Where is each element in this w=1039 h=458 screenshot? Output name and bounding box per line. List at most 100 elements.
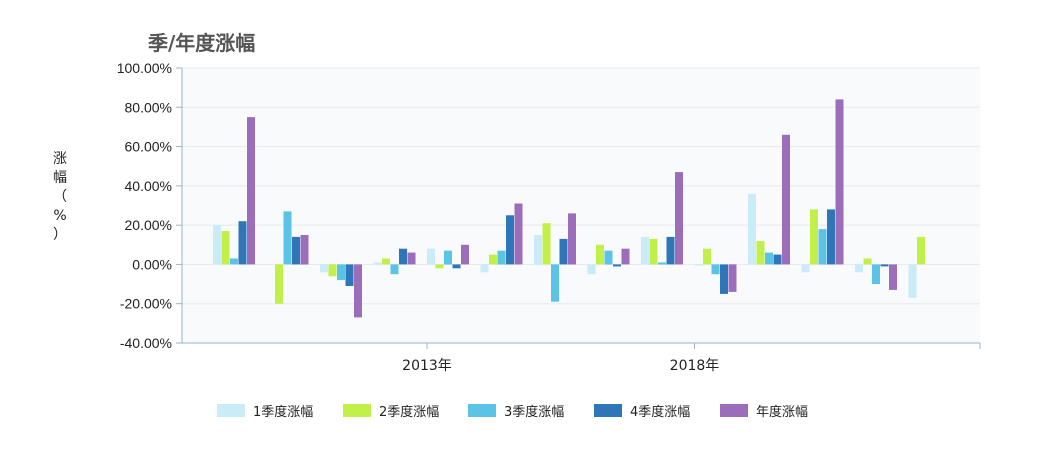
bar xyxy=(283,211,292,265)
bar xyxy=(320,264,328,273)
y-tick-label: 40.00% xyxy=(125,178,172,194)
x-tick-label: 2013年 xyxy=(402,358,452,374)
bar xyxy=(497,250,506,265)
bar xyxy=(542,223,551,265)
legend-label: 4季度涨幅 xyxy=(630,404,690,420)
legend-swatch xyxy=(594,404,622,417)
bar xyxy=(345,264,354,286)
bar xyxy=(889,264,897,290)
bar xyxy=(534,235,542,265)
legend-item[interactable]: 2季度涨幅 xyxy=(343,404,439,420)
y-tick-label: 0.00% xyxy=(132,256,172,272)
y-tick-label: 80.00% xyxy=(125,99,172,115)
y-axis-label-char: 涨 xyxy=(53,151,67,167)
bar xyxy=(230,258,238,265)
legend-swatch xyxy=(343,404,371,417)
bar xyxy=(480,264,489,273)
bar xyxy=(427,248,435,265)
bar xyxy=(551,264,559,302)
bar xyxy=(613,264,621,267)
bar xyxy=(782,134,790,265)
bar xyxy=(506,215,514,265)
bar xyxy=(675,172,683,265)
legend[interactable]: 1季度涨幅 2季度涨幅 3季度涨幅 4季度涨幅 年度涨幅 xyxy=(217,404,808,420)
y-axis-label-char: ） xyxy=(53,227,67,243)
bar xyxy=(461,244,469,265)
bar xyxy=(863,258,872,265)
bar xyxy=(275,264,283,304)
bar xyxy=(444,250,452,265)
bar xyxy=(801,264,810,273)
bar xyxy=(773,254,782,265)
bar xyxy=(238,221,247,265)
y-tick-label: -40.00% xyxy=(120,335,172,351)
bar xyxy=(328,264,337,277)
bars xyxy=(213,99,925,318)
bar xyxy=(703,248,711,265)
bar xyxy=(373,262,382,265)
bar xyxy=(596,244,604,265)
y-axis-label-char: （ xyxy=(53,189,67,205)
bar xyxy=(872,264,880,284)
y-axis-ticks: 100.00% 80.00% 60.00% 40.00% 20.00% 0.00% -20.… xyxy=(117,60,182,351)
legend-swatch xyxy=(720,404,748,417)
bar xyxy=(649,238,658,265)
bar xyxy=(382,258,390,265)
y-axis-label: 涨幅 （% ） xyxy=(53,151,67,243)
bar xyxy=(917,236,925,265)
bar xyxy=(658,262,666,265)
y-axis-label-char: 幅 xyxy=(53,170,67,186)
bar xyxy=(568,213,576,265)
legend-item[interactable]: 1季度涨幅 xyxy=(217,404,313,420)
bar xyxy=(908,264,917,298)
bar xyxy=(514,203,523,265)
bar xyxy=(292,236,300,265)
legend-label: 2季度涨幅 xyxy=(379,404,439,420)
bar xyxy=(407,252,416,265)
bar xyxy=(213,225,221,265)
bar xyxy=(621,248,630,265)
legend-label: 3季度涨幅 xyxy=(504,404,564,420)
bar xyxy=(728,264,737,292)
bar xyxy=(748,193,756,265)
bar xyxy=(559,238,568,265)
bar xyxy=(221,231,230,265)
legend-label: 年度涨幅 xyxy=(756,404,808,420)
bar xyxy=(354,264,362,318)
bar xyxy=(827,209,835,265)
legend-item[interactable]: 年度涨幅 xyxy=(720,404,808,420)
bar xyxy=(604,250,613,265)
y-axis-label-char: % xyxy=(53,208,66,224)
bar xyxy=(756,240,765,265)
chart-title: 季/年度涨幅 xyxy=(147,31,255,55)
plot-area xyxy=(182,68,980,343)
bar xyxy=(880,264,889,267)
bar xyxy=(694,264,703,266)
y-tick-label: 20.00% xyxy=(125,217,172,233)
axes xyxy=(181,68,980,344)
bar xyxy=(587,264,596,275)
bar xyxy=(399,248,407,265)
bar xyxy=(337,264,345,281)
legend-swatch xyxy=(217,404,245,417)
x-tick-label: 2018年 xyxy=(670,358,720,374)
bar xyxy=(435,264,444,269)
legend-swatch xyxy=(468,404,496,417)
bar xyxy=(810,209,818,265)
bar xyxy=(666,236,675,265)
bar xyxy=(390,264,399,275)
bar xyxy=(818,229,827,265)
bar xyxy=(247,117,255,265)
bar xyxy=(765,252,773,265)
y-tick-label: 100.00% xyxy=(117,60,172,76)
bar xyxy=(720,264,728,294)
y-tick-label: 60.00% xyxy=(125,139,172,155)
legend-item[interactable]: 3季度涨幅 xyxy=(468,404,564,420)
y-tick-label: -20.00% xyxy=(120,296,172,312)
bar xyxy=(711,264,720,275)
x-axis-ticks: 2013年 2018年 xyxy=(402,343,981,374)
bar xyxy=(835,99,844,265)
bar xyxy=(452,264,461,269)
legend-item[interactable]: 4季度涨幅 xyxy=(594,404,690,420)
